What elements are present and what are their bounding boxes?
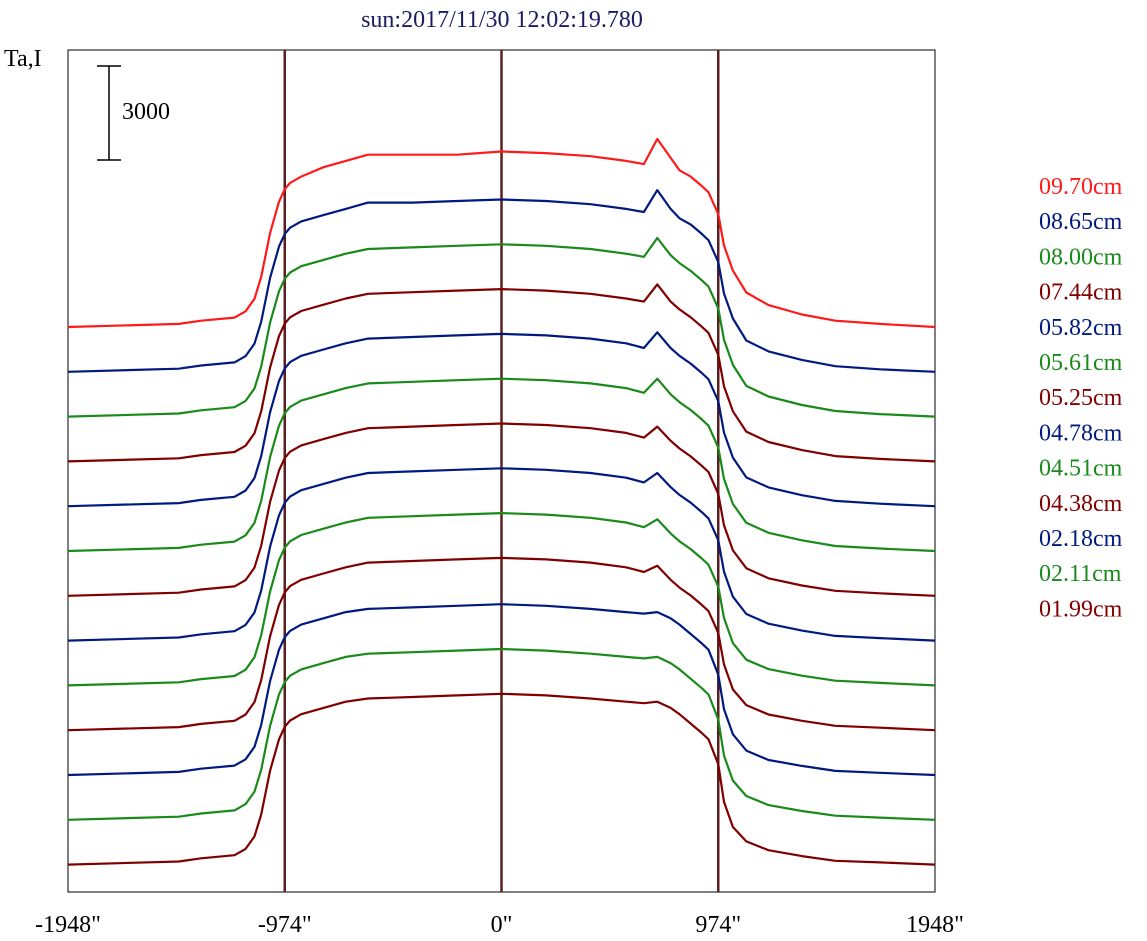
x-tick-label-1: -974": [258, 912, 312, 938]
vertical-reference-lines: [283, 50, 720, 892]
y-axis-label: Ta,I: [4, 46, 42, 72]
legend-entry-01.99cm: 01.99cm: [1039, 596, 1123, 622]
x-tick-label-4: 1948": [906, 912, 964, 938]
series-line-05.82cm: [67, 331, 936, 508]
series-line-02.18cm: [67, 603, 936, 777]
x-tick-labels: -1948" -974" 0" 974" 1948": [35, 912, 964, 938]
scale-bar: [97, 65, 121, 161]
legend-entry-09.70cm: 09.70cm: [1039, 174, 1123, 200]
series-line-05.61cm: [67, 377, 936, 553]
legend-entry-05.25cm: 05.25cm: [1039, 385, 1123, 411]
x-tick-label-2: 0": [491, 912, 513, 938]
series-lines: [67, 137, 936, 866]
x-tick-label-3: 974": [695, 912, 741, 938]
series-line-08.00cm: [67, 236, 936, 418]
legend-entry-02.11cm: 02.11cm: [1039, 561, 1122, 587]
legend-entry-05.61cm: 05.61cm: [1039, 350, 1123, 376]
series-line-04.78cm: [67, 467, 936, 642]
series-line-05.25cm: [67, 422, 936, 597]
series-line-08.65cm: [67, 189, 936, 373]
legend-entry-07.44cm: 07.44cm: [1039, 280, 1123, 306]
series-line-04.38cm: [67, 556, 936, 732]
series-line-07.44cm: [67, 283, 936, 463]
scale-bar-label: 3000: [122, 99, 170, 125]
legend-entry-04.51cm: 04.51cm: [1039, 456, 1123, 482]
series-line-04.51cm: [67, 512, 936, 687]
series-line-02.11cm: [67, 647, 936, 821]
series-line-09.70cm: [67, 137, 936, 329]
chart-title: sun:2017/11/30 12:02:19.780: [361, 7, 643, 33]
legend-entry-05.82cm: 05.82cm: [1039, 315, 1123, 341]
legend-entry-02.18cm: 02.18cm: [1039, 526, 1123, 552]
series-line-01.99cm: [67, 692, 936, 866]
legend-entry-04.78cm: 04.78cm: [1039, 420, 1123, 446]
legend-entry-04.38cm: 04.38cm: [1039, 491, 1123, 517]
legend-entry-08.65cm: 08.65cm: [1039, 209, 1123, 235]
legend-entry-08.00cm: 08.00cm: [1039, 244, 1123, 270]
x-tick-label-0: -1948": [35, 912, 101, 938]
legend: 09.70cm 08.65cm 08.00cm 07.44cm 05.82cm 05.61…: [1039, 174, 1123, 622]
